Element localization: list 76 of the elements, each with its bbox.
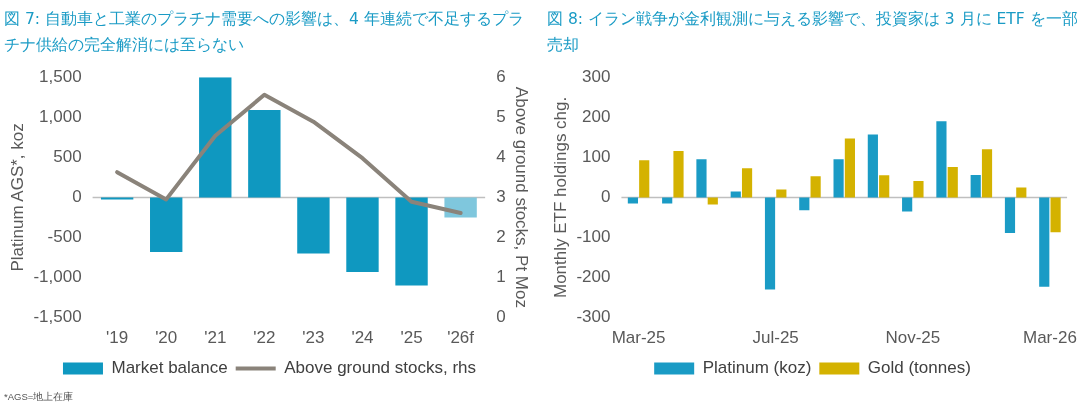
x-tick-label: Nov-25 [885,328,941,348]
y-axis-title: Monthly ETF holdings chg. [550,96,570,299]
bar [639,160,650,198]
bar [346,197,379,272]
bar [1004,197,1016,234]
y-tick-label: -1,500 [33,307,82,327]
bar [981,149,993,198]
bar [662,197,673,204]
y2-tick-label: 1 [496,267,506,287]
y2-tick-label: 3 [496,187,506,207]
y-tick-label: 1,000 [39,106,82,126]
y-tick-label: 100 [582,147,611,167]
bar [730,191,741,198]
y-tick-label: 200 [582,106,611,126]
x-tick-label: '21 [204,328,227,348]
y-tick-label: -100 [576,227,611,247]
legend-label: Market balance [111,358,228,378]
y-tick-label: 0 [72,187,82,207]
x-tick-label: '23 [302,328,325,348]
bar [844,138,855,198]
x-tick-label: '22 [253,328,276,348]
y2-tick-label: 2 [496,227,506,247]
y-tick-label: -200 [576,267,611,287]
x-tick-label: '25 [400,328,423,348]
y2-axis-title: Above ground stocks, Pt Moz [512,86,532,308]
y2-tick-label: 5 [496,106,506,126]
y-tick-label: 0 [600,187,611,207]
bar [776,189,787,198]
bar [867,134,878,198]
x-tick-label: Mar-26 [1022,328,1077,348]
bar [1039,197,1050,287]
bar [799,197,810,211]
x-tick-label: '26f [447,328,475,348]
bar [707,197,718,205]
bar [199,77,232,198]
y2-tick-label: 6 [496,66,506,86]
bar [627,197,638,204]
text: *AGS=地上在庫 [4,391,75,404]
chart-title: 図 8: イラン戦争が金利観測に与える影響で、投資家は 3 月に ETF を一部売却 [547,9,1079,56]
bar [297,197,330,254]
chart-title: 図 7: 自動車と工業のプラチナ需要への影響は、4 年連続で不足するプラチナ供給の完全解消には至らない [4,9,525,56]
legend-label: Above ground stocks, rhs [284,358,477,378]
bar [1050,197,1061,233]
y-tick-label: 1,500 [39,66,82,86]
bar [913,180,924,198]
bar [879,175,890,198]
y-axis-title: Platinum AGS*, koz [7,123,27,272]
bar [1016,187,1027,198]
bar [248,110,281,198]
bar [947,166,958,198]
y2-tick-label: 0 [496,307,506,327]
y-tick-label: 300 [582,66,611,86]
y-tick-label: -300 [576,307,611,327]
y2-tick-label: 4 [496,147,506,167]
bar [696,159,707,198]
x-tick-label: Jul-25 [752,328,799,348]
bar [833,159,844,198]
x-tick-label: '20 [155,328,178,348]
bar [741,168,753,198]
y-tick-label: 500 [53,147,82,167]
bar [673,150,684,198]
bar [810,176,821,198]
legend-label: Gold (tonnes) [867,358,971,378]
bar [150,197,183,252]
bar [764,197,776,290]
bar [100,197,134,200]
bar [936,121,947,198]
bar [395,197,428,286]
x-tick-label: '24 [351,328,374,348]
y-tick-label: -1,000 [33,267,82,287]
x-tick-label: Mar-25 [611,328,666,348]
legend-label: Platinum (koz) [702,358,812,378]
y-tick-label: -500 [47,227,82,247]
bar [970,174,981,198]
bar [902,197,913,212]
x-tick-label: '19 [106,328,129,348]
